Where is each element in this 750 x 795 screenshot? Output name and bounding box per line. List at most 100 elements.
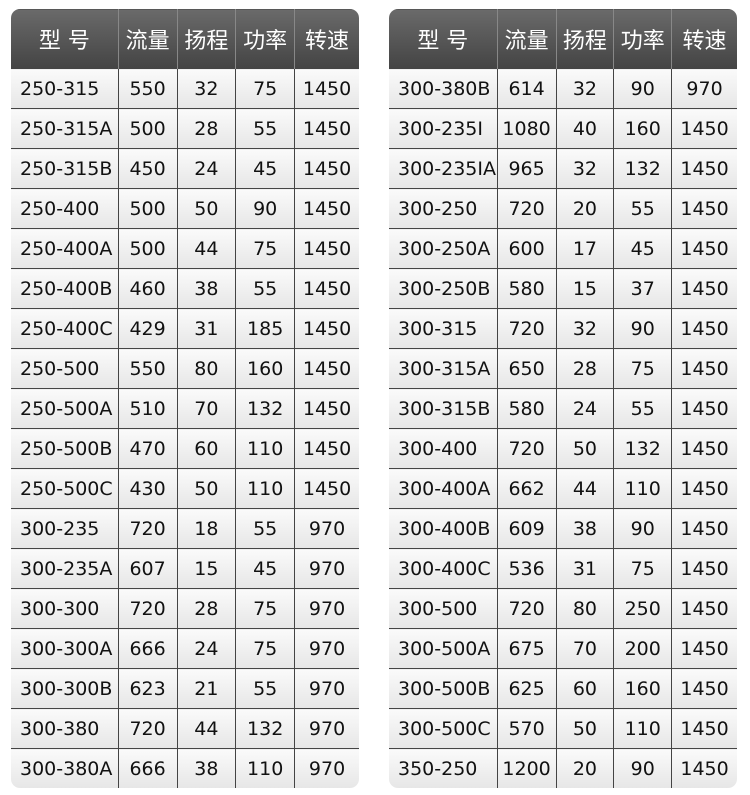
model-cell: 300-500B [389,668,498,709]
value-cell: 666 [117,748,178,788]
model-cell: 300-400A [389,468,498,509]
value-cell: 1450 [671,508,737,549]
value-cell: 32 [555,308,615,349]
value-cell: 625 [496,668,557,709]
value-cell: 32 [555,148,615,189]
row: 300-315 720 32 90 1450 [389,308,737,349]
value-cell: 970 [294,748,359,788]
value-cell: 55 [235,268,296,309]
value-cell: 720 [496,188,557,229]
model-cell: 300-250A [389,228,498,269]
model-cell: 250-315 [11,68,119,109]
value-cell: 20 [555,748,615,788]
header-cell: 扬程 [556,9,615,69]
row: 300-250B 580 15 37 1450 [389,268,737,309]
value-cell: 132 [613,428,673,469]
model-cell: 250-500A [11,388,119,429]
value-cell: 28 [176,108,237,149]
header-cell: 转速 [294,9,359,69]
value-cell: 37 [613,268,673,309]
value-cell: 1450 [671,268,737,309]
spec-table-left: 型 号流量 扬程 功率 转速 250-315 550 32 75 1450 250-315A 500… [10,8,360,789]
row: 250-500 550 80 160 1450 [11,348,359,389]
value-cell: 40 [555,108,615,149]
header-cell: 扬程 [177,9,237,69]
value-cell: 1450 [671,428,737,469]
model-cell: 250-400 [11,188,119,229]
value-cell: 1450 [294,348,359,389]
model-cell: 300-235I [389,108,498,149]
row: 250-500B 470 60 110 1450 [11,428,359,469]
model-cell: 250-315A [11,108,119,149]
value-cell: 1450 [671,108,737,149]
value-cell: 60 [555,668,615,709]
value-cell: 38 [176,748,237,788]
value-cell: 55 [235,668,296,709]
value-cell: 38 [555,508,615,549]
value-cell: 90 [235,188,296,229]
value-cell: 44 [176,228,237,269]
value-cell: 662 [496,468,557,509]
value-cell: 970 [294,708,359,749]
row: 300-300B 623 21 55 970 [11,668,359,709]
value-cell: 1450 [671,188,737,229]
value-cell: 500 [117,108,178,149]
value-cell: 650 [496,348,557,389]
value-cell: 160 [613,668,673,709]
value-cell: 18 [176,508,237,549]
value-cell: 1450 [671,628,737,669]
model-cell: 300-500A [389,628,498,669]
value-cell: 90 [613,508,673,549]
value-cell: 50 [555,428,615,469]
value-cell: 110 [613,468,673,509]
value-cell: 75 [613,548,673,589]
value-cell: 75 [235,588,296,629]
model-cell: 250-500 [11,348,119,389]
header-cell: 功率 [613,9,673,69]
row: 350-250 1200 20 90 1450 [389,748,737,788]
row: 250-400 500 50 90 1450 [11,188,359,229]
model-cell: 300-500 [389,588,498,629]
header-cell: 流量 [118,9,178,69]
header-cell: 型 号 [389,9,498,69]
row: 300-500 720 80 250 1450 [389,588,737,629]
header-cell: 功率 [235,9,296,69]
value-cell: 32 [555,68,615,109]
value-cell: 607 [117,548,178,589]
model-cell: 250-400B [11,268,119,309]
row: 300-400A 662 44 110 1450 [389,468,737,509]
row: 250-500A 510 70 132 1450 [11,388,359,429]
value-cell: 75 [235,68,296,109]
value-cell: 460 [117,268,178,309]
row: 250-500C 430 50 110 1450 [11,468,359,509]
value-cell: 970 [294,548,359,589]
row: 250-315A 500 28 55 1450 [11,108,359,149]
value-cell: 1450 [671,708,737,749]
value-cell: 609 [496,508,557,549]
value-cell: 720 [496,588,557,629]
value-cell: 500 [117,228,178,269]
value-cell: 1200 [496,748,557,788]
value-cell: 21 [176,668,237,709]
value-cell: 200 [613,628,673,669]
value-cell: 1450 [671,588,737,629]
row: 300-315A 650 28 75 1450 [389,348,737,389]
model-cell: 300-315A [389,348,498,389]
value-cell: 110 [235,428,296,469]
row: 250-315 550 32 75 1450 [11,68,359,109]
model-cell: 300-400C [389,548,498,589]
value-cell: 75 [235,628,296,669]
row: 250-315B 450 24 45 1450 [11,148,359,189]
value-cell: 160 [235,348,296,389]
value-cell: 1450 [294,388,359,429]
value-cell: 132 [235,708,296,749]
model-cell: 250-315B [11,148,119,189]
value-cell: 17 [555,228,615,269]
row: 250-400B 460 38 55 1450 [11,268,359,309]
model-cell: 300-400B [389,508,498,549]
value-cell: 110 [235,468,296,509]
value-cell: 510 [117,388,178,429]
value-cell: 60 [176,428,237,469]
value-cell: 570 [496,708,557,749]
value-cell: 550 [117,68,178,109]
